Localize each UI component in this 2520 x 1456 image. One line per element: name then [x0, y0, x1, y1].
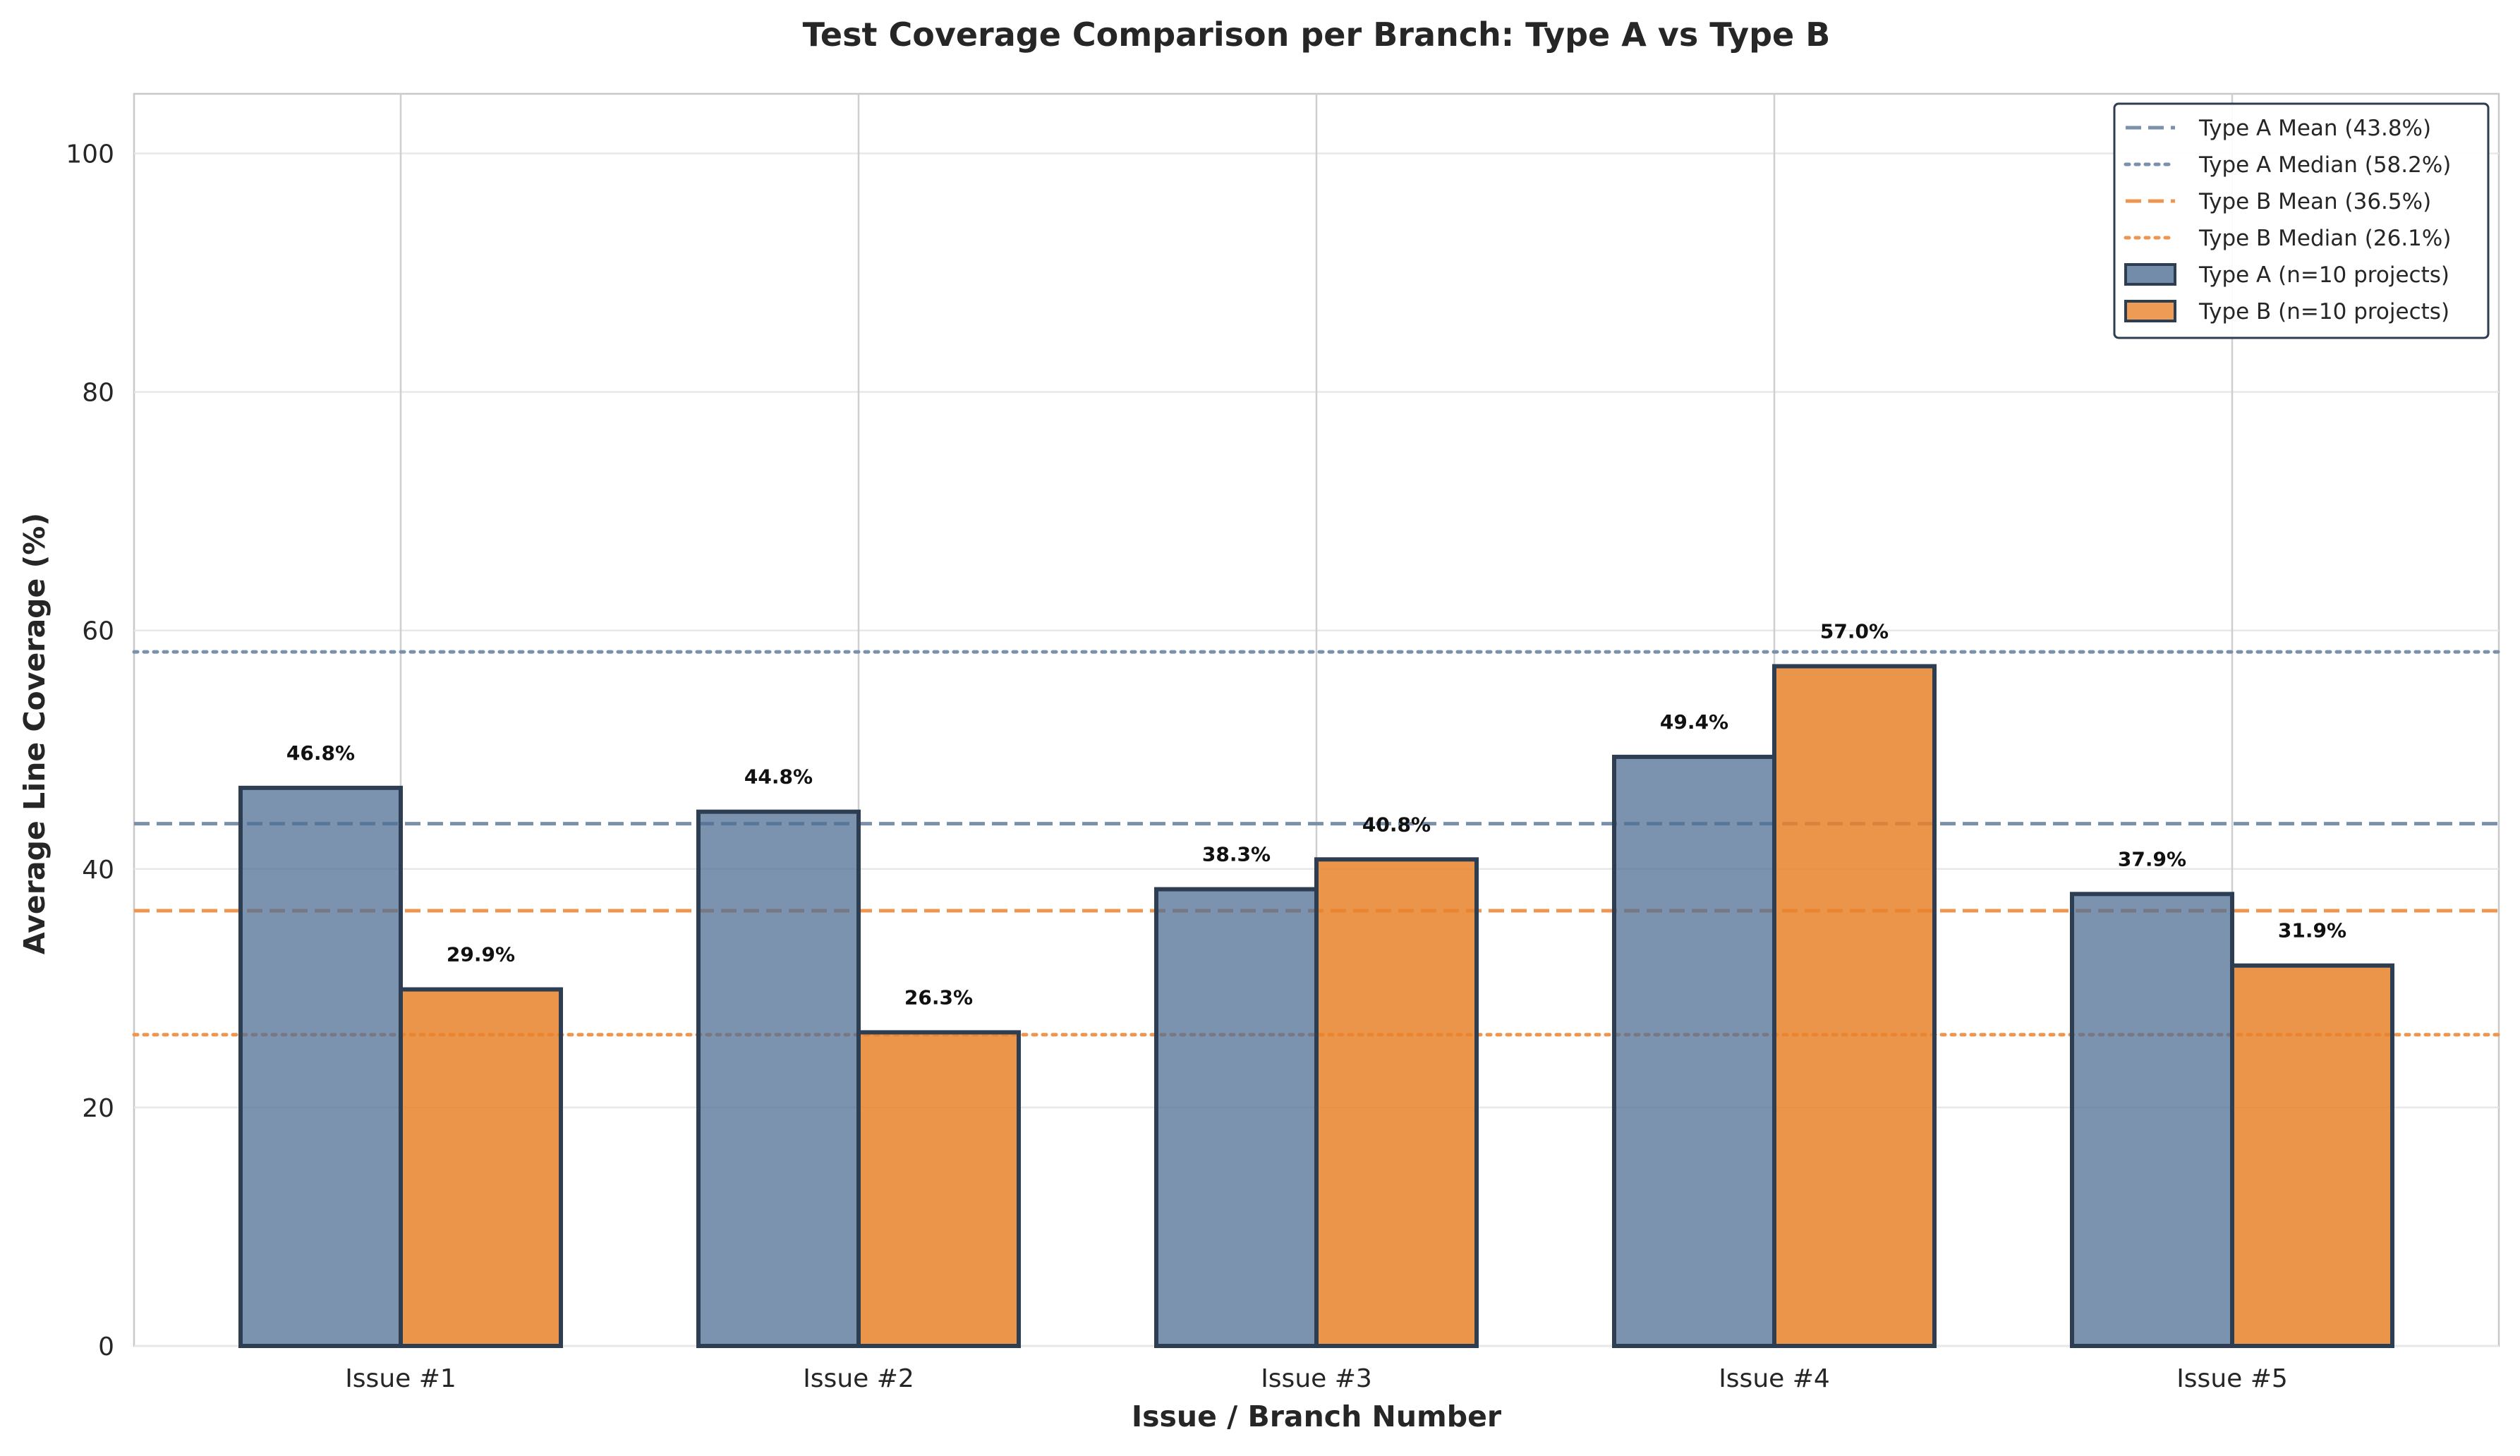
- y-tick-label: 80: [82, 379, 114, 408]
- y-axis-ticks: 0 20 40 60 80 100: [66, 140, 114, 1361]
- x-axis-label: Issue / Branch Number: [1132, 1400, 1502, 1433]
- y-tick-label: 100: [66, 140, 114, 169]
- bar-type-b: [1772, 664, 1937, 1348]
- legend-bar-swatch: [2124, 263, 2176, 286]
- y-tick-label: 20: [82, 1094, 114, 1123]
- bar-type-b: [399, 987, 563, 1348]
- y-axis-label: Average Line Coverage (%): [18, 513, 52, 954]
- bar-value-label: 37.9%: [2118, 847, 2186, 870]
- y-tick-label: 60: [82, 617, 114, 646]
- data-labels: 46.8% 44.8% 38.3% 49.4% 37.9% 29.9% 26.3% 40.8%…: [286, 619, 2346, 1009]
- bar-type-b: [1314, 857, 1479, 1349]
- bar-value-label: 40.8%: [1362, 813, 1431, 836]
- bar-type-a: [238, 785, 403, 1349]
- legend: Type A Mean (43.8%) Type A Median (58.2%)…: [2113, 102, 2490, 339]
- legend-box: [2113, 102, 2490, 339]
- legend-label: Type B (n=10 projects): [2198, 299, 2449, 324]
- x-tick-label: Issue #2: [803, 1364, 914, 1393]
- x-tick-label: Issue #5: [2176, 1364, 2288, 1393]
- bar-value-label: 49.4%: [1660, 710, 1728, 734]
- bars: [238, 664, 2394, 1349]
- x-axis-ticks: Issue #1 Issue #2 Issue #3 Issue #4 Issue #5: [345, 1364, 2288, 1393]
- legend-bar-swatch: [2124, 300, 2176, 322]
- bar-value-label: 38.3%: [1202, 843, 1271, 866]
- y-tick-label: 40: [82, 856, 114, 885]
- bar-value-label: 57.0%: [1820, 619, 1889, 643]
- bar-value-label: 31.9%: [2278, 919, 2346, 942]
- legend-label: Type A Mean (43.8%): [2198, 116, 2431, 141]
- chart-title: Test Coverage Comparison per Branch: Typ…: [803, 16, 1831, 54]
- bar-value-label: 44.8%: [744, 765, 813, 789]
- bar-type-b: [2230, 963, 2394, 1348]
- bar-type-b: [856, 1030, 1021, 1349]
- bar-value-label: 26.3%: [904, 985, 973, 1009]
- bar-value-label: 29.9%: [447, 943, 515, 966]
- legend-label: Type B Median (26.1%): [2198, 226, 2451, 251]
- legend-label: Type B Mean (36.5%): [2198, 189, 2431, 214]
- x-tick-label: Issue #3: [1261, 1364, 1372, 1393]
- bar-type-a: [1154, 887, 1319, 1348]
- legend-label: Type A (n=10 projects): [2198, 262, 2449, 288]
- x-tick-label: Issue #4: [1719, 1364, 1830, 1393]
- y-tick-label: 0: [98, 1333, 114, 1361]
- bar-type-a: [696, 809, 861, 1348]
- legend-label: Type A Median (58.2%): [2198, 152, 2451, 178]
- x-tick-label: Issue #1: [345, 1364, 456, 1393]
- bar-type-a: [1612, 754, 1776, 1348]
- bar-type-a: [2070, 892, 2234, 1349]
- bar-value-label: 46.8%: [286, 741, 355, 765]
